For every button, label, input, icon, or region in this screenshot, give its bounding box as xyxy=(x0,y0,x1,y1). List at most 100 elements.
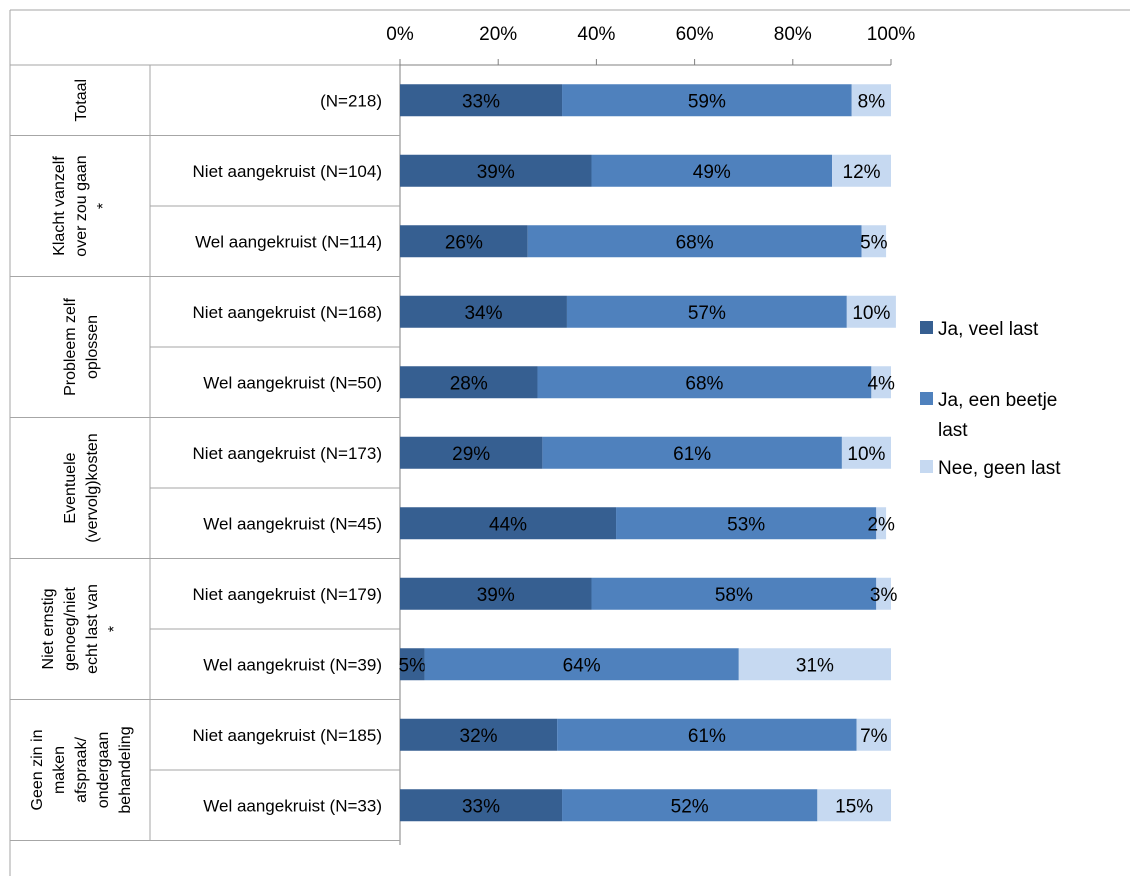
group-label: Klacht vanzelf over zou gaan * xyxy=(51,155,112,256)
group-label-line: over zou gaan xyxy=(73,155,90,256)
legend: Ja, veel last Ja, een beetje last Nee, geen… xyxy=(920,319,1061,479)
row-label: Niet aangekruist (N=185) xyxy=(193,726,382,745)
group-label-line: Probleem zelf xyxy=(62,298,79,396)
row-label: (N=218) xyxy=(320,91,382,110)
group-labels: Totaal Klacht vanzelf over zou gaan * Proble… xyxy=(29,79,134,814)
row-label: Niet aangekruist (N=179) xyxy=(193,585,382,604)
bar-segment xyxy=(400,789,563,822)
x-tick-label: 80% xyxy=(774,24,812,45)
bar-segment xyxy=(562,789,818,822)
bar-segment xyxy=(856,718,891,751)
row-label: Niet aangekruist (N=104) xyxy=(193,162,382,181)
group-label-line: oplossen xyxy=(84,315,101,379)
row-label: Niet aangekruist (N=173) xyxy=(193,444,382,463)
data-label: 26% xyxy=(445,232,483,253)
data-label: 53% xyxy=(727,514,765,535)
x-tick-label: 60% xyxy=(676,24,714,45)
legend-swatch xyxy=(920,392,933,405)
group-label: Niet ernstig genoeg/niet echt last van * xyxy=(40,584,123,674)
data-label: 15% xyxy=(835,796,873,817)
data-label: 49% xyxy=(693,162,731,183)
data-label: 58% xyxy=(715,585,753,606)
group-label-line: Eventuele xyxy=(62,452,79,523)
group-label: Probleem zelf oplossen xyxy=(62,298,101,396)
group-label-line: afspraak/ xyxy=(73,737,90,803)
row-label: Wel aangekruist (N=114) xyxy=(195,232,382,251)
group-label-line: behandeling xyxy=(117,726,134,813)
bar-segment xyxy=(537,366,872,399)
data-label: 59% xyxy=(688,91,726,112)
data-label: 2% xyxy=(867,514,895,535)
chart-frame xyxy=(9,9,1130,876)
x-tick-label: 100% xyxy=(867,24,916,45)
data-label: 39% xyxy=(477,162,515,183)
data-label: 52% xyxy=(671,796,709,817)
data-label: 5% xyxy=(399,655,427,676)
legend-label-line: last xyxy=(938,420,968,441)
bar-segment xyxy=(400,84,563,117)
bar-segment xyxy=(400,577,592,610)
legend-swatch xyxy=(920,321,933,334)
bar-segment xyxy=(566,295,847,328)
bar-segment xyxy=(817,789,891,822)
bar-segment xyxy=(851,84,891,117)
group-label-line: Niet ernstig xyxy=(40,589,57,670)
x-axis: 0% 20% 40% 60% 80% 100% xyxy=(386,24,915,65)
data-label: 31% xyxy=(796,655,834,676)
data-label: 68% xyxy=(685,373,723,394)
bar-segment xyxy=(876,577,891,610)
bar-segment xyxy=(861,225,887,258)
group-label-line: (vervolg)kosten xyxy=(84,433,101,542)
bar-segment xyxy=(832,154,891,187)
row-label: Wel aangekruist (N=39) xyxy=(203,655,382,674)
legend-label: Ja, een beetje last xyxy=(938,390,1057,441)
bar-segment xyxy=(400,295,567,328)
bar-segment xyxy=(424,648,739,681)
row-label: Wel aangekruist (N=50) xyxy=(203,373,382,392)
bar-segment xyxy=(591,154,833,187)
bar-segment xyxy=(400,366,538,399)
bar-segment xyxy=(591,577,877,610)
group-label: Eventuele (vervolg)kosten xyxy=(62,433,101,542)
bar-segment xyxy=(841,436,891,469)
row-label: Wel aangekruist (N=45) xyxy=(203,514,382,533)
data-label: 12% xyxy=(843,162,881,183)
group-label-line: echt last van xyxy=(84,584,101,674)
data-label: 61% xyxy=(688,726,726,747)
data-label: 10% xyxy=(852,303,890,324)
group-label-line: Totaal xyxy=(73,79,90,122)
data-label: 64% xyxy=(563,655,601,676)
bar-segment xyxy=(400,648,425,681)
data-label: 29% xyxy=(452,444,490,465)
bar-segment xyxy=(527,225,862,258)
legend-label: Ja, veel last xyxy=(938,319,1039,340)
data-label: 33% xyxy=(462,91,500,112)
bar-segment xyxy=(400,225,528,258)
bar-segment xyxy=(400,507,617,540)
data-label: 5% xyxy=(860,232,888,253)
bar-segment xyxy=(400,154,592,187)
bar-segment xyxy=(562,84,852,117)
legend-label-line: Ja, een beetje xyxy=(938,390,1057,411)
data-label: 4% xyxy=(867,373,895,394)
group-label-line: ondergaan xyxy=(95,732,112,809)
group-label-line: * xyxy=(95,203,112,209)
bar-segment xyxy=(400,436,543,469)
bar-segment xyxy=(871,366,891,399)
data-label: 8% xyxy=(858,91,886,112)
legend-label: Nee, geen last xyxy=(938,458,1061,479)
data-label: 32% xyxy=(460,726,498,747)
bar-segment xyxy=(846,295,896,328)
group-label: Geen zin in maken afspraak/ondergaan behand… xyxy=(29,726,134,813)
x-tick-label: 0% xyxy=(386,24,414,45)
data-label: 33% xyxy=(462,796,500,817)
bar-segment xyxy=(557,718,857,751)
row-label: Niet aangekruist (N=168) xyxy=(193,303,382,322)
data-label: 34% xyxy=(464,303,502,324)
group-label-line: maken xyxy=(51,746,68,794)
legend-swatch xyxy=(920,460,933,473)
bar-segment xyxy=(616,507,877,540)
x-tick-label: 40% xyxy=(577,24,615,45)
x-tick-label: 20% xyxy=(479,24,517,45)
